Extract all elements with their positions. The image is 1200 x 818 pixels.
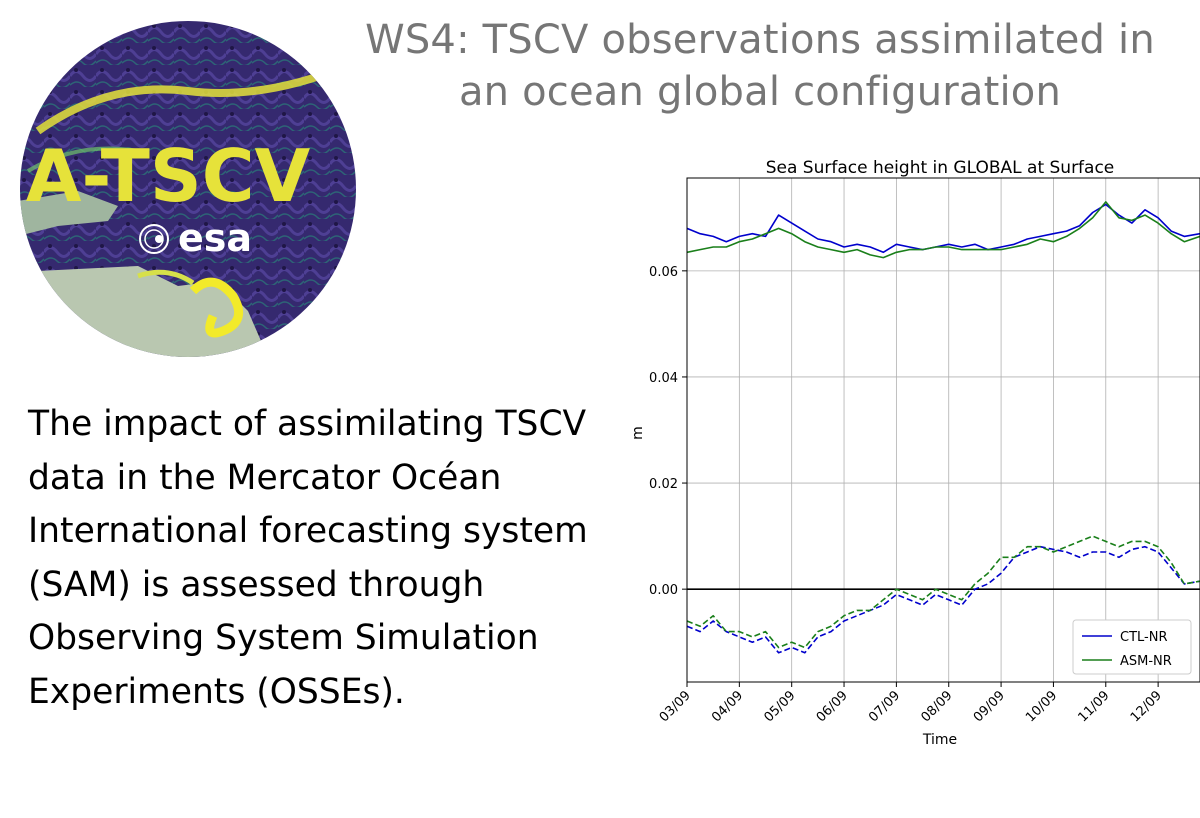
y-tick-label: 0.02	[649, 477, 678, 492]
ctl-nr-line	[686, 203, 1200, 254]
y-tick-label: 0.04	[649, 371, 678, 386]
x-tick-label: 10/09	[1023, 688, 1060, 725]
y-axis-label: m	[630, 426, 646, 440]
logo-name: A-TSCV	[26, 134, 311, 218]
x-tick-label: 06/09	[814, 688, 851, 725]
x-tick-label: 05/09	[761, 688, 798, 725]
ssh-chart: Sea Surface height in GLOBAL at Surface …	[630, 158, 1200, 748]
legend-label-asm: ASM-NR	[1120, 654, 1172, 669]
x-axis-label: Time	[922, 732, 957, 748]
slide-title-line-1: WS4: TSCV observations assimilated in	[365, 17, 1155, 63]
slide-title-line-2: an ocean global configuration	[458, 69, 1062, 115]
body-text: The impact of assimilating TSCV data in …	[28, 404, 588, 712]
chart-title: Sea Surface height in GLOBAL at Surface	[766, 158, 1115, 178]
slide-title: WS4: TSCV observations assimilated in an…	[330, 14, 1190, 118]
x-tick-label: 03/09	[657, 688, 694, 725]
x-tick-label: 11/09	[1076, 688, 1113, 725]
y-tick-label: 0.00	[649, 583, 678, 598]
esa-mark-icon	[139, 224, 169, 254]
x-tick-label: 04/09	[709, 688, 746, 725]
x-axis-ticks: 03/09 04/09 05/09 06/09 07/09 08/09 09/09 10/09…	[657, 682, 1165, 725]
y-tick-label: 0.06	[649, 265, 678, 280]
x-tick-label: 09/09	[971, 688, 1008, 725]
legend-label-ctl: CTL-NR	[1120, 630, 1167, 645]
x-tick-label: 07/09	[866, 688, 903, 725]
asm-nr-line	[686, 201, 1200, 259]
chart-legend: CTL-NR ASM-NR	[1072, 619, 1192, 675]
x-tick-label: 12/09	[1128, 688, 1165, 725]
x-tick-label: 08/09	[918, 688, 955, 725]
ctl-nr-dashed-line	[686, 545, 1200, 654]
plot-frame	[686, 177, 1200, 683]
chart-grid	[686, 178, 1200, 682]
y-axis-ticks: 0.00 0.02 0.04 0.06	[649, 265, 687, 598]
chart-series	[686, 201, 1200, 654]
a-tscv-logo: A-TSCV esa	[20, 21, 356, 357]
logo-agency: esa	[178, 216, 252, 260]
asm-nr-dashed-line	[686, 535, 1200, 649]
